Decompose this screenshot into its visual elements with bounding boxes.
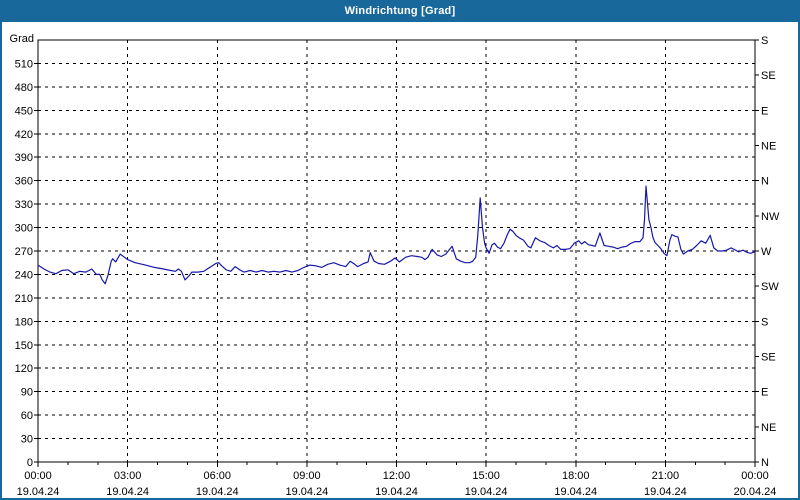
y-right-compass-label: E (761, 105, 768, 117)
y-left-tick-label: 30 (21, 434, 33, 446)
y-right-compass-label: N (761, 457, 769, 469)
window-title: Windrichtung [Grad] (344, 5, 456, 17)
x-date-label: 19.04.24 (465, 486, 508, 498)
y-left-tick-label: 210 (15, 293, 33, 305)
y-right-compass-label: SE (761, 70, 776, 82)
y-left-tick-label: 360 (15, 176, 33, 188)
x-time-label: 21:00 (652, 470, 680, 482)
y-left-tick-label: 0 (27, 457, 33, 469)
y-right-compass-label: NE (761, 141, 776, 153)
y-left-tick-label: 270 (15, 246, 33, 258)
x-time-label: 09:00 (293, 470, 321, 482)
x-date-label: 20.04.24 (734, 486, 777, 498)
y-left-tick-label: 450 (15, 105, 33, 117)
x-date-label: 19.04.24 (375, 486, 418, 498)
y-right-compass-label: SE (761, 352, 776, 364)
y-left-tick-label: 330 (15, 199, 33, 211)
x-date-label: 19.04.24 (285, 486, 328, 498)
y-left-tick-label: 480 (15, 82, 33, 94)
y-left-tick-label: 510 (15, 58, 33, 70)
wind-direction-chart: 0 30 60 90 120 150 180 210 240 270 300 330 360 390 420… (15, 35, 780, 498)
x-time-label: 03:00 (114, 470, 142, 482)
y-right-compass-label: W (761, 246, 772, 258)
x-time-label: 00:00 (741, 470, 769, 482)
x-time-label: 06:00 (203, 470, 231, 482)
y-left-tick-label: 300 (15, 223, 33, 235)
y-left-tick-label: 240 (15, 269, 33, 281)
y-left-tick-label: 420 (15, 129, 33, 141)
y-right-compass-label: NW (761, 211, 780, 223)
y-right-compass-label: E (761, 387, 768, 399)
x-time-label: 18:00 (562, 470, 590, 482)
x-date-label: 19.04.24 (196, 486, 239, 498)
y-left-tick-label: 390 (15, 152, 33, 164)
y-left-tick-label: 60 (21, 410, 33, 422)
y-left-tick-label: 90 (21, 387, 33, 399)
window-titlebar: Windrichtung [Grad] (2, 2, 798, 22)
y-right-compass-label: NE (761, 422, 776, 434)
x-date-label: 19.04.24 (106, 486, 149, 498)
y-left-tick-label: 180 (15, 316, 33, 328)
x-time-label: 00:00 (24, 470, 52, 482)
y-right-compass-label: S (761, 35, 768, 47)
x-date-label: 19.04.24 (554, 486, 597, 498)
x-time-label: 15:00 (472, 470, 500, 482)
y-right-compass-label: S (761, 316, 768, 328)
x-time-label: 12:00 (383, 470, 411, 482)
y-left-tick-label: 120 (15, 363, 33, 375)
x-date-label: 19.04.24 (644, 486, 687, 498)
wind-direction-line (37, 185, 756, 285)
y-axis-unit-label: Grad (9, 33, 34, 45)
plot-border (37, 39, 756, 463)
y-left-tick-label: 150 (15, 340, 33, 352)
x-date-label: 19.04.24 (17, 486, 60, 498)
chart-area: Grad 0 30 60 90 120 150 180 210 240 270 300 330 360 3… (2, 22, 798, 498)
y-right-compass-label: SW (761, 281, 779, 293)
y-right-compass-label: N (761, 176, 769, 188)
